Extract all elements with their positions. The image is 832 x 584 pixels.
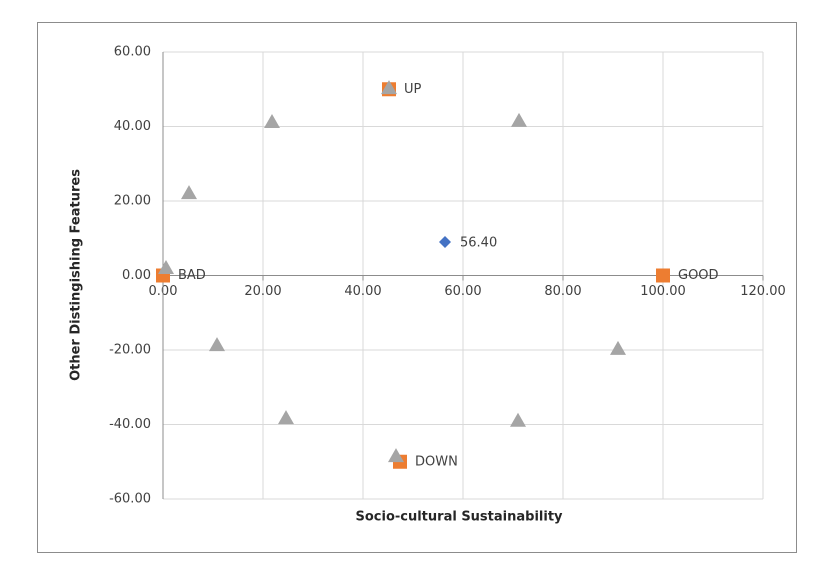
triangle-point [181,185,197,200]
triangle-point [511,112,527,127]
y-axis-title: Other Distingishing Features [69,169,84,381]
marks: BAD GOOD UP DOWN 56.40 [156,80,719,469]
triangle-point [388,448,404,463]
triangle-point [158,260,174,275]
square-point [656,268,670,283]
triangle-point [264,114,280,129]
x-axis-title: Socio-cultural Sustainability [355,510,563,525]
triangle-point [381,80,397,95]
y-tick-label: 20.00 [114,194,151,209]
triangle-point [278,410,294,425]
x-tick-label: 20.00 [244,284,281,299]
diamond-point [439,235,451,248]
grid: -60.00-40.00-20.000.0020.0040.0060.000.0… [109,45,786,507]
y-tick-label: 40.00 [114,119,151,134]
point-label: BAD [178,268,206,283]
point-label: UP [404,82,422,97]
x-tick-label: 60.00 [444,284,481,299]
triangle-point [510,412,526,427]
y-tick-label: -20.00 [109,343,151,358]
triangle-point [610,340,626,355]
point-label: DOWN [415,454,458,469]
chart-border [37,22,797,553]
data-label: 56.40 [460,235,497,250]
point-label: GOOD [678,268,719,283]
x-tick-label: 40.00 [344,284,381,299]
y-tick-label: -40.00 [109,417,151,432]
y-tick-label: 60.00 [114,45,151,60]
triangle-point [209,337,225,352]
x-tick-label: 100.00 [640,284,686,299]
y-tick-label: 0.00 [122,268,151,283]
x-tick-label: 120.00 [740,284,786,299]
y-tick-label: -60.00 [109,492,151,507]
x-tick-label: 80.00 [544,284,581,299]
